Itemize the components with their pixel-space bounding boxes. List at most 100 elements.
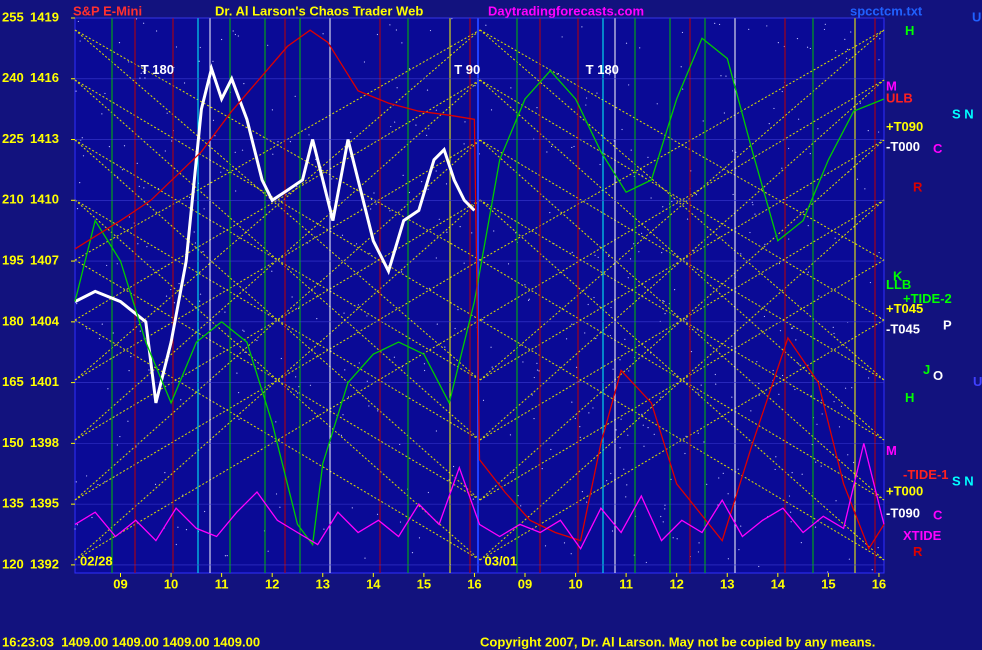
star-dot (74, 528, 76, 530)
star-dot (139, 77, 141, 79)
star-dot (323, 528, 325, 530)
x-tick-label: 09 (518, 576, 532, 591)
x-tick-label: 12 (265, 576, 279, 591)
star-dot (844, 387, 847, 389)
x-tick-label: 16 (467, 576, 481, 591)
date-label: 02/28 (80, 553, 113, 568)
star-dot (298, 307, 300, 310)
star-dot (512, 471, 514, 474)
level-label: ULB (886, 90, 913, 105)
star-dot (164, 472, 166, 474)
star-dot (725, 75, 727, 77)
star-dot (373, 192, 375, 194)
star-dot (587, 303, 589, 306)
star-dot (203, 208, 205, 210)
star-dot (588, 412, 590, 414)
star-dot (578, 381, 580, 383)
star-dot (673, 288, 676, 291)
star-dot (482, 399, 485, 401)
star-dot (79, 40, 81, 42)
star-dot (579, 426, 581, 428)
star-dot (781, 90, 783, 93)
star-dot (703, 441, 705, 443)
star-dot (520, 505, 522, 507)
star-dot (166, 112, 168, 114)
star-dot (624, 338, 626, 341)
star-dot (482, 319, 484, 321)
star-dot (435, 430, 437, 432)
star-dot (221, 38, 223, 41)
star-dot (594, 254, 596, 256)
star-dot (426, 134, 428, 136)
star-dot (146, 246, 148, 248)
star-dot (279, 506, 281, 508)
star-dot (389, 210, 391, 212)
star-dot (749, 231, 751, 234)
star-dot (298, 386, 300, 388)
star-dot (563, 542, 566, 544)
star-dot (788, 238, 790, 240)
star-dot (593, 296, 595, 299)
star-dot (238, 418, 240, 420)
star-dot (148, 369, 150, 371)
star-dot (104, 92, 106, 95)
cycle-marker: T 180 (586, 62, 619, 77)
star-dot (164, 150, 166, 152)
star-dot (606, 480, 608, 482)
star-dot (426, 89, 429, 91)
star-dot (314, 158, 317, 160)
star-dot (429, 29, 432, 32)
star-dot (275, 493, 278, 495)
star-dot (368, 405, 370, 407)
x-tick-label: 15 (417, 576, 431, 591)
star-dot (128, 61, 130, 63)
star-dot (175, 46, 178, 48)
star-dot (879, 38, 881, 40)
star-dot (546, 151, 548, 153)
star-dot (280, 357, 282, 360)
star-dot (853, 461, 855, 464)
star-dot (347, 396, 350, 398)
star-dot (295, 376, 297, 378)
star-dot (182, 494, 184, 496)
star-dot (662, 206, 664, 208)
star-dot (850, 31, 852, 33)
star-dot (350, 131, 352, 134)
star-dot (818, 295, 820, 297)
star-dot (180, 399, 182, 401)
star-dot (76, 208, 79, 210)
star-dot (408, 68, 411, 70)
star-dot (778, 262, 781, 265)
star-dot (106, 264, 108, 267)
star-dot (99, 539, 101, 541)
star-dot (791, 472, 793, 474)
star-dot (662, 300, 664, 302)
star-dot (155, 30, 158, 32)
star-dot (178, 282, 180, 285)
star-dot (775, 456, 777, 458)
star-dot (727, 558, 729, 560)
star-dot (586, 501, 588, 503)
star-dot (878, 59, 880, 61)
y-tick-label: 135 (2, 496, 24, 511)
star-dot (790, 327, 793, 329)
star-dot (573, 145, 575, 148)
star-dot (809, 152, 811, 155)
star-dot (639, 47, 641, 49)
star-dot (234, 151, 236, 153)
star-dot (139, 330, 141, 332)
star-dot (234, 33, 236, 36)
star-dot (399, 443, 401, 446)
level-label: +T090 (886, 119, 923, 134)
star-dot (289, 141, 292, 143)
star-dot (768, 122, 770, 125)
star-dot (485, 24, 487, 26)
star-dot (869, 281, 872, 284)
star-dot (731, 150, 734, 152)
star-dot (700, 384, 702, 386)
star-dot (435, 257, 437, 259)
star-dot (773, 107, 775, 110)
star-dot (531, 394, 533, 396)
star-dot (833, 401, 835, 403)
